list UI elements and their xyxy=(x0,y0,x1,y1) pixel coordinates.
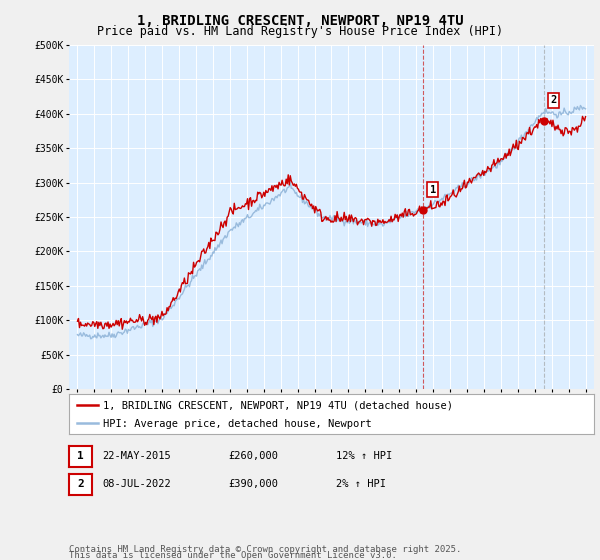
Text: 2: 2 xyxy=(550,95,557,105)
Text: 1, BRIDLING CRESCENT, NEWPORT, NP19 4TU: 1, BRIDLING CRESCENT, NEWPORT, NP19 4TU xyxy=(137,14,463,28)
Text: £260,000: £260,000 xyxy=(228,451,278,461)
Text: 1: 1 xyxy=(430,185,436,195)
Text: 2% ↑ HPI: 2% ↑ HPI xyxy=(336,479,386,489)
Text: 1: 1 xyxy=(77,451,84,461)
Text: 12% ↑ HPI: 12% ↑ HPI xyxy=(336,451,392,461)
Text: HPI: Average price, detached house, Newport: HPI: Average price, detached house, Newp… xyxy=(103,419,372,430)
Text: This data is licensed under the Open Government Licence v3.0.: This data is licensed under the Open Gov… xyxy=(69,551,397,560)
Text: Contains HM Land Registry data © Crown copyright and database right 2025.: Contains HM Land Registry data © Crown c… xyxy=(69,545,461,554)
Text: 1, BRIDLING CRESCENT, NEWPORT, NP19 4TU (detached house): 1, BRIDLING CRESCENT, NEWPORT, NP19 4TU … xyxy=(103,401,453,411)
Text: 08-JUL-2022: 08-JUL-2022 xyxy=(102,479,171,489)
Text: Price paid vs. HM Land Registry's House Price Index (HPI): Price paid vs. HM Land Registry's House … xyxy=(97,25,503,38)
Text: £390,000: £390,000 xyxy=(228,479,278,489)
Text: 22-MAY-2015: 22-MAY-2015 xyxy=(102,451,171,461)
Text: 2: 2 xyxy=(77,479,84,489)
